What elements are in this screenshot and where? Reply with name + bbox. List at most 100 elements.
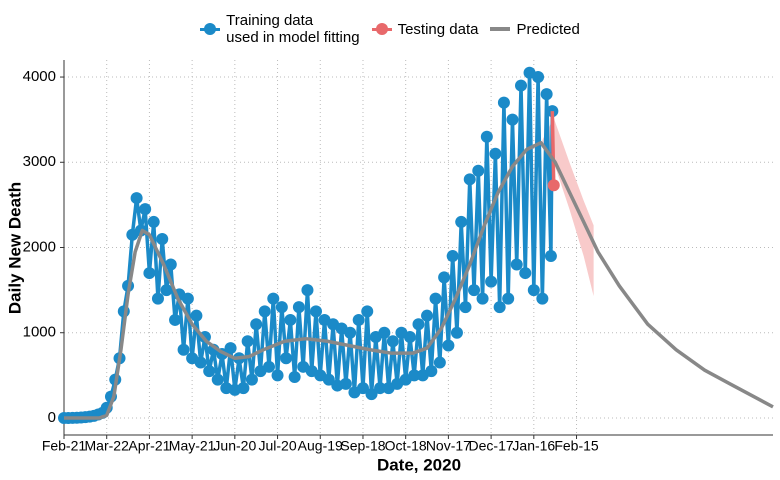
training-point [378,326,391,339]
y-tick-label: 4000 [23,68,56,85]
x-tick-label: Jun-20 [213,438,256,454]
x-tick-label: Dec-17 [469,438,514,454]
training-point [544,250,557,263]
training-point [156,232,169,245]
training-point [510,258,523,271]
training-point [455,215,468,228]
training-point [271,369,284,382]
training-point [344,326,357,339]
training-point [275,301,288,314]
training-point [433,356,446,369]
y-axis-title: Daily New Death [5,182,24,314]
training-point [237,382,250,395]
training-point [374,382,387,395]
training-point [322,373,335,386]
training-point [190,309,203,322]
x-tick-label: Mar-22 [85,438,130,454]
training-point [502,292,515,305]
training-point [292,301,305,314]
training-point [147,215,160,228]
training-point [288,371,301,384]
training-point [386,335,399,348]
training-point [446,250,459,263]
y-tick-label: 0 [48,409,56,426]
training-point [139,203,152,216]
training-point [267,292,280,305]
training-point [540,88,553,101]
legend-swatch [200,23,221,35]
training-point [284,313,297,326]
legend: Training data used in model fitting Testi… [0,12,780,46]
training-point [181,292,194,305]
training-point [472,164,485,177]
training-point [408,369,421,382]
legend-swatch [490,23,511,35]
training-point [515,79,528,92]
training-point [143,267,156,280]
training-point [309,305,322,318]
training-point [177,343,190,356]
training-point [258,305,271,318]
training-point [263,360,276,373]
x-axis-title: Date, 2020 [377,455,461,474]
training-point [459,301,472,314]
y-tick-label: 3000 [23,153,56,170]
training-point [280,352,293,365]
training-point [412,318,425,331]
training-point [485,275,498,288]
training-point [527,284,540,297]
training-point [356,382,369,395]
y-tick-label: 2000 [23,238,56,255]
legend-item: Testing data [371,20,479,38]
training-point [489,147,502,160]
x-tick-label: Oct-18 [385,438,427,454]
training-point [476,292,489,305]
training-point [497,96,510,109]
training-point [536,292,549,305]
testing-connector [550,111,556,186]
training-point [241,335,254,348]
training-point [224,342,237,355]
training-point [463,173,476,186]
testing-point [547,179,560,192]
training-point [480,130,493,143]
training-point [339,377,352,390]
training-point [506,113,519,126]
training-point [429,292,442,305]
training-point [211,373,224,386]
x-tick-label: Feb-21 [42,438,87,454]
legend-item: Training data used in model fitting [200,12,360,46]
training-point [365,388,378,401]
training-point [438,271,451,284]
training-point [450,326,463,339]
legend-label: Testing data [397,20,479,38]
training-point [245,373,258,386]
x-tick-label: Jul-20 [258,438,296,454]
training-point [203,365,216,378]
legend-swatch [371,23,392,35]
training-point [194,356,207,369]
training-point [442,339,455,352]
legend-item: Predicted [490,21,580,38]
training-point [151,292,164,305]
training-point [301,284,314,297]
x-tick-label: May-21 [169,438,216,454]
training-point [160,284,173,297]
x-tick-label: Apr-21 [128,438,170,454]
x-tick-label: Nov-17 [426,438,471,454]
training-point [130,192,143,205]
training-point [425,365,438,378]
training-line [64,72,555,420]
legend-label: Training data used in model fitting [226,12,360,46]
training-point [468,284,481,297]
x-tick-label: Jan-16 [512,438,555,454]
x-tick-label: Sep-18 [340,438,385,454]
training-point [352,313,365,326]
training-point [532,71,545,84]
training-point [169,313,182,326]
training-point [519,267,532,280]
x-tick-label: Feb-15 [554,438,599,454]
training-point [403,330,416,343]
